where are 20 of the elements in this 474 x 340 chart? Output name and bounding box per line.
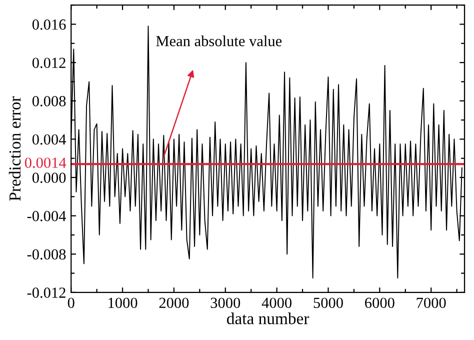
y-tick-label: 0.008: [32, 96, 66, 106]
x-tick-label: 0: [68, 298, 74, 308]
y-tick-label: -0.004: [27, 210, 66, 222]
x-tick-label: 4000: [262, 298, 292, 308]
x-axis-title: data number: [226, 312, 310, 324]
annotation: Mean absolute value: [156, 36, 282, 46]
y-axis-title: Prediction error: [8, 96, 21, 201]
x-tick-label: 5000: [314, 298, 343, 308]
y-tick-label: 0.004: [32, 134, 66, 145]
x-tick-label: 1000: [108, 298, 138, 308]
y-tick-label: -0.012: [27, 288, 66, 298]
x-tick-label: 2000: [159, 298, 189, 308]
y-tick-label: -0.008: [27, 249, 66, 260]
x-tick-label: 6000: [365, 298, 394, 308]
x-tick-label: 7000: [416, 298, 446, 308]
y-tick-label: 0.012: [32, 58, 66, 68]
y-tick-label: 0.000: [32, 172, 66, 183]
y-tick-label: 0.016: [32, 19, 66, 30]
ref-line-label: 0.0014: [24, 158, 66, 168]
x-tick-label: 3000: [210, 298, 240, 308]
